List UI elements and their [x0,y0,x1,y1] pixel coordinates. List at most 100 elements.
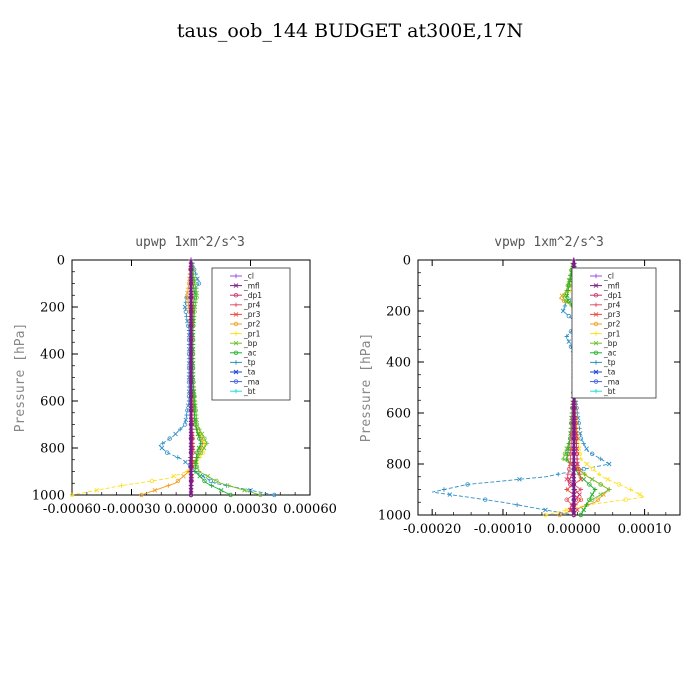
marker [183,459,188,465]
marker [571,436,576,441]
marker [566,313,572,319]
x-tick-label: -0.00030 [102,502,160,517]
marker [564,456,569,462]
marker [514,502,520,507]
legend-entry: _bt [230,387,256,396]
marker [188,450,194,455]
marker [188,361,194,366]
marker [188,300,194,305]
y-tick-label: 200 [386,305,411,320]
legend-label: _bp [243,339,258,348]
x-tick-label: -0.00060 [43,502,101,517]
marker [218,487,224,493]
marker [592,487,598,492]
marker [188,286,194,291]
marker [578,487,584,492]
marker [593,340,599,346]
marker [571,456,576,462]
marker [562,303,568,309]
marker [188,262,194,268]
legend-label: _ma [603,377,620,386]
legend-label: _mfl [603,281,620,290]
marker [233,360,239,365]
legend-entry: _bt [590,387,616,396]
marker [565,472,571,477]
marker [188,257,194,263]
legend-box [211,267,291,401]
marker [188,478,194,484]
marker [593,293,599,298]
legend-label: _pr3 [603,310,621,319]
marker [584,446,589,452]
marker [233,273,239,279]
marker [188,323,194,328]
marker [593,389,599,394]
marker [233,340,239,346]
marker [616,482,622,487]
y-tick-label: 1000 [378,509,411,524]
marker [188,459,194,465]
x-tick-label: 0.00060 [283,502,337,517]
marker [582,472,587,477]
marker [581,441,586,446]
marker [233,331,239,336]
y-tick-label: 400 [386,356,411,371]
marker [188,342,194,347]
marker [590,466,596,472]
marker [188,455,194,460]
marker [571,482,576,487]
marker [185,290,190,296]
marker [233,283,239,288]
y-tick-label: 1000 [32,489,65,504]
marker [571,410,576,416]
marker [593,302,599,307]
marker [188,492,194,498]
legend-label: _bp [603,339,618,348]
marker [575,507,580,513]
marker [188,487,194,493]
marker [578,497,584,502]
marker [188,314,194,319]
marker [258,492,263,498]
marker [571,502,576,507]
marker [577,451,583,456]
marker [564,293,570,299]
marker [593,273,599,279]
marker [441,487,447,492]
marker [202,478,207,484]
marker [584,461,590,467]
legend-label: _ta [243,368,255,377]
marker [188,398,194,404]
marker [589,497,595,502]
marker [188,309,194,314]
marker [188,290,194,296]
marker [571,497,576,502]
marker [188,295,194,300]
marker [571,257,576,263]
marker [571,472,576,477]
legend-label: _pr4 [243,301,261,310]
legend-entry: _bp [590,339,618,348]
legend-label: _tp [603,358,616,367]
marker [188,417,194,423]
marker [584,502,589,507]
marker [139,492,144,498]
legend-entry: _pr1 [230,329,261,338]
marker [571,461,577,467]
marker [195,431,201,437]
marker [571,400,577,406]
marker [578,476,584,482]
legend-label: _ac [603,349,616,358]
marker [581,466,586,472]
x-tick-label: 0.00030 [224,502,278,517]
legend-entry: _ac [590,349,616,358]
y-tick-label: 0 [403,254,411,269]
marker [587,482,592,487]
marker [188,441,194,446]
marker [159,445,165,451]
x-tick-label: -0.00010 [474,522,532,537]
marker [188,427,194,432]
marker [226,483,231,488]
panel-1: upwp 1xm^2/s^3 Pressure [hPa] -0.00060 -0.0… [13,235,337,517]
marker [193,459,199,465]
